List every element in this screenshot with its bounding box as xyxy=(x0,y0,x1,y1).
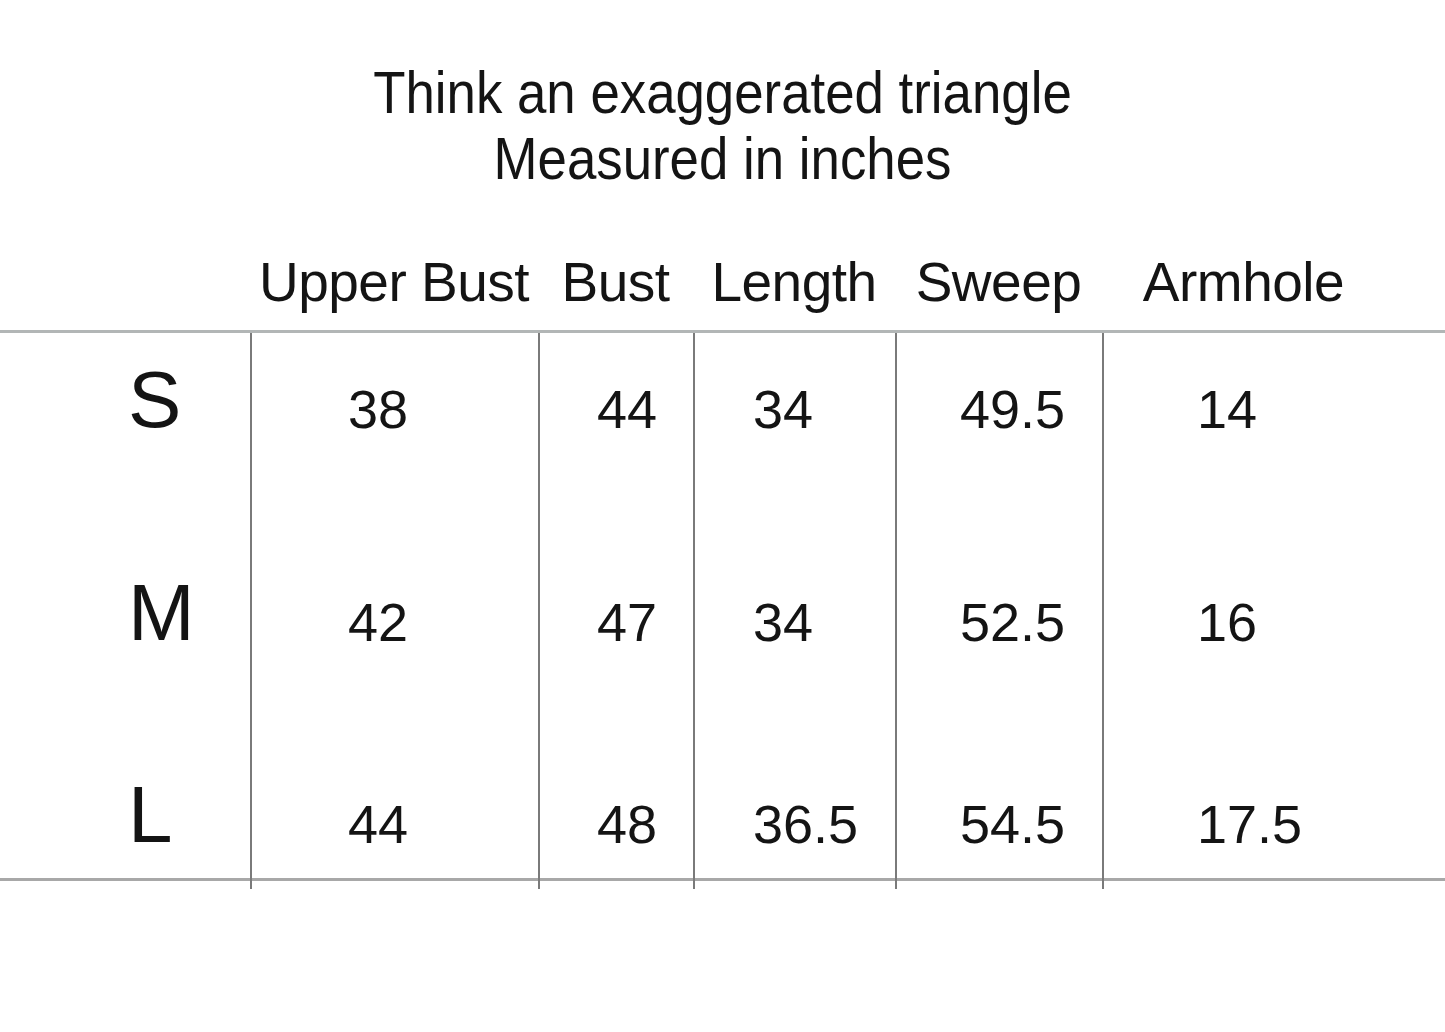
column-header-bust: Bust xyxy=(538,255,693,310)
table-row-small: S 38 44 34 49.5 14 xyxy=(0,355,1445,445)
size-table: S 38 44 34 49.5 14 M 42 47 34 52.5 16 L … xyxy=(0,330,1445,900)
column-header-upper-bust: Upper Bust xyxy=(250,255,538,310)
cell-s-armhole: 14 xyxy=(1102,382,1445,436)
table-top-border xyxy=(0,330,1445,333)
table-row-medium: M 42 47 34 52.5 16 xyxy=(0,568,1445,658)
cell-l-sweep: 54.5 xyxy=(895,797,1102,851)
cell-m-armhole: 16 xyxy=(1102,595,1445,649)
cell-m-length: 34 xyxy=(693,595,895,649)
cell-s-sweep: 49.5 xyxy=(895,382,1102,436)
size-chart-page: Think an exaggerated triangle Measured i… xyxy=(0,0,1445,1032)
cell-s-length: 34 xyxy=(693,382,895,436)
size-label-m: M xyxy=(0,573,250,653)
cell-l-length: 36.5 xyxy=(693,797,895,851)
chart-subtitle: Measured in inches xyxy=(87,126,1359,192)
column-header-sweep: Sweep xyxy=(895,255,1102,310)
cell-m-bust: 47 xyxy=(538,595,693,649)
cell-s-bust: 44 xyxy=(538,382,693,436)
column-header-armhole: Armhole xyxy=(1102,255,1445,310)
size-label-l: L xyxy=(0,775,250,855)
chart-title: Think an exaggerated triangle xyxy=(87,60,1359,126)
cell-l-upper-bust: 44 xyxy=(250,797,538,851)
cell-s-upper-bust: 38 xyxy=(250,382,538,436)
size-label-s: S xyxy=(0,360,250,440)
cell-m-upper-bust: 42 xyxy=(250,595,538,649)
table-header-row: Upper Bust Bust Length Sweep Armhole xyxy=(0,240,1445,325)
cell-l-armhole: 17.5 xyxy=(1102,797,1445,851)
table-bottom-border xyxy=(0,878,1445,881)
cell-l-bust: 48 xyxy=(538,797,693,851)
cell-m-sweep: 52.5 xyxy=(895,595,1102,649)
column-header-length: Length xyxy=(693,255,895,310)
table-row-large: L 44 48 36.5 54.5 17.5 xyxy=(0,770,1445,860)
chart-title-block: Think an exaggerated triangle Measured i… xyxy=(0,60,1445,192)
